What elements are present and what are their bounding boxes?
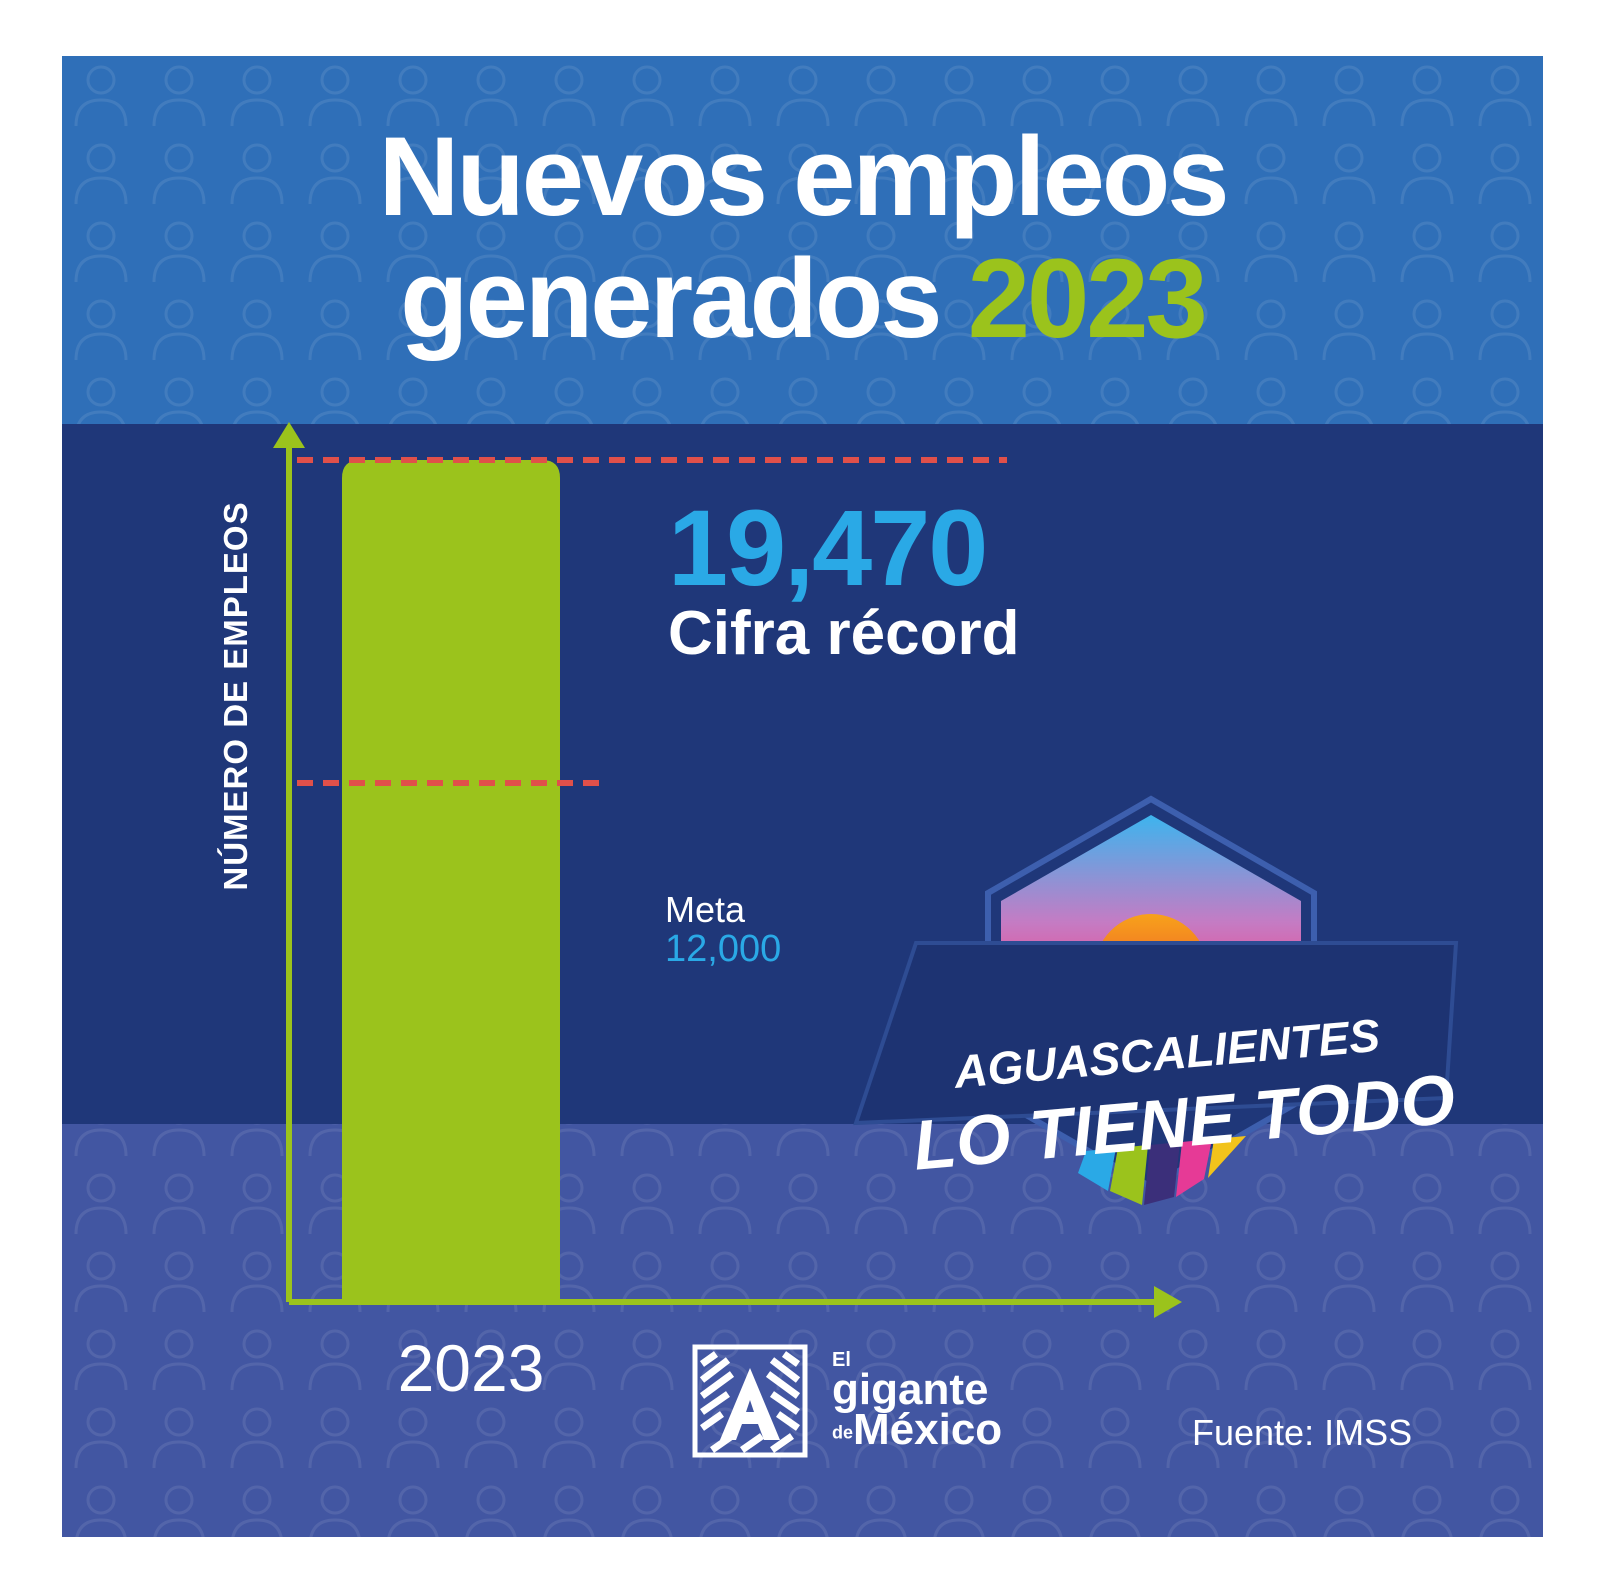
x-axis-arrow-icon — [1154, 1286, 1182, 1318]
record-caption: Cifra récord — [668, 599, 1020, 668]
aguascalientes-badge — [853, 795, 1459, 1205]
record-value: 19,470 — [668, 487, 988, 608]
logo-word-gigante: gigante — [832, 1365, 989, 1414]
people-pattern — [62, 56, 1543, 424]
reference-lines — [297, 457, 1007, 787]
goal-caption: Meta — [665, 889, 746, 930]
chart-bars — [342, 460, 560, 1302]
y-axis-arrow-icon — [273, 422, 305, 448]
title-year: 2023 — [967, 236, 1208, 361]
gobierno-logo-text: El gigante deMéxico — [832, 1350, 1002, 1452]
record-value-number: 19,470 — [668, 487, 988, 608]
bar-chart — [273, 422, 1182, 1318]
logo-row-mexico: deMéxico — [832, 1408, 1002, 1452]
logo-word-de: de — [832, 1422, 854, 1443]
source-note: Fuente: IMSS — [1192, 1412, 1413, 1453]
gobierno-logo-icon — [692, 1344, 808, 1458]
header-band — [62, 56, 1543, 424]
infographic: Nuevos empleos generados 2023 NÚMERO DE … — [62, 56, 1543, 1537]
title-line-2-text: generados — [400, 236, 942, 361]
title-line-2: generados 2023 — [62, 238, 1543, 360]
footer-band — [62, 1124, 1543, 1537]
logo-word-el: El — [832, 1349, 851, 1371]
title-line-1: Nuevos empleos — [378, 114, 1229, 239]
x-tick-label: 2023 — [397, 1331, 545, 1405]
logo-word-mexico: México — [853, 1405, 1003, 1454]
chart-title: Nuevos empleos generados 2023 — [62, 116, 1543, 360]
badge-banner-icon — [853, 941, 1459, 1126]
rainbow-stripes-icon — [1078, 1136, 1246, 1205]
people-pattern-bottom — [62, 1124, 1543, 1537]
goal-value: 12,000 — [665, 928, 782, 970]
bar-2023 — [342, 460, 560, 1302]
y-axis-label: NÚMERO DE EMPLEOS — [217, 501, 254, 891]
